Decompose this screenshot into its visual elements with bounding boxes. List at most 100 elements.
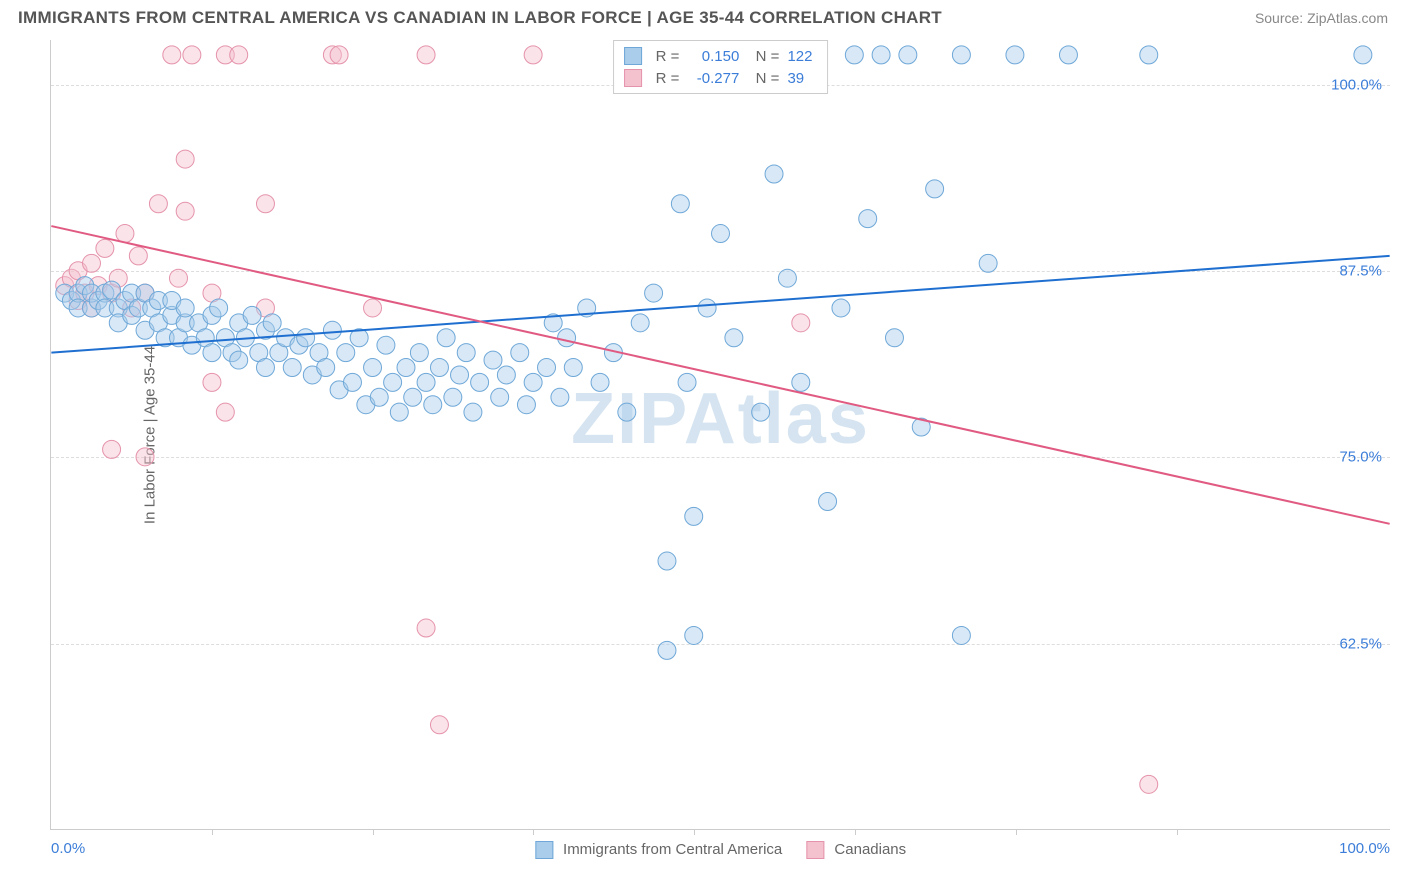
stats-row-series-0: R = 0.150 N = 122 (624, 45, 818, 67)
legend-label: Canadians (834, 841, 906, 858)
data-point (859, 210, 877, 228)
data-point (297, 329, 315, 347)
data-point (792, 314, 810, 332)
data-point (511, 344, 529, 362)
data-point (1140, 46, 1158, 64)
stat-r-value: 0.150 (687, 48, 739, 65)
stat-n-label: N = (747, 70, 779, 87)
data-point (832, 299, 850, 317)
data-point (885, 329, 903, 347)
data-point (203, 373, 221, 391)
data-point (364, 359, 382, 377)
data-point (116, 225, 134, 243)
data-point (364, 299, 382, 317)
data-point (176, 202, 194, 220)
x-tick (694, 829, 695, 835)
data-point (725, 329, 743, 347)
x-axis-min-label: 0.0% (51, 840, 85, 857)
x-tick (373, 829, 374, 835)
data-point (243, 306, 261, 324)
data-point (103, 440, 121, 458)
legend-item-immigrants: Immigrants from Central America (535, 841, 782, 859)
data-point (698, 299, 716, 317)
data-point (497, 366, 515, 384)
data-point (390, 403, 408, 421)
data-point (169, 269, 187, 287)
stats-legend-box: R = 0.150 N = 122 R = -0.277 N = 39 (613, 40, 829, 94)
data-point (176, 150, 194, 168)
data-point (658, 641, 676, 659)
data-point (1006, 46, 1024, 64)
x-tick (533, 829, 534, 835)
data-point (872, 46, 890, 64)
x-tick (855, 829, 856, 835)
legend-swatch-icon (624, 69, 642, 87)
data-point (417, 619, 435, 637)
data-point (444, 388, 462, 406)
data-point (377, 336, 395, 354)
data-point (370, 388, 388, 406)
data-point (678, 373, 696, 391)
data-point (263, 314, 281, 332)
data-point (183, 46, 201, 64)
data-point (551, 388, 569, 406)
data-point (330, 46, 348, 64)
stat-n-value: 39 (787, 70, 817, 87)
legend-swatch-icon (535, 841, 553, 859)
data-point (471, 373, 489, 391)
source-label: Source: ZipAtlas.com (1255, 10, 1388, 26)
data-point (136, 448, 154, 466)
data-point (819, 493, 837, 511)
data-point (517, 396, 535, 414)
data-point (685, 507, 703, 525)
data-point (558, 329, 576, 347)
scatter-plot-svg (51, 40, 1390, 829)
data-point (685, 626, 703, 644)
stat-n-value: 122 (787, 48, 817, 65)
data-point (424, 396, 442, 414)
data-point (404, 388, 422, 406)
data-point (417, 373, 435, 391)
data-point (952, 626, 970, 644)
data-point (631, 314, 649, 332)
data-point (129, 247, 147, 265)
legend-label: Immigrants from Central America (563, 841, 782, 858)
data-point (337, 344, 355, 362)
data-point (645, 284, 663, 302)
data-point (283, 359, 301, 377)
data-point (712, 225, 730, 243)
legend-swatch-icon (806, 841, 824, 859)
x-tick (212, 829, 213, 835)
data-point (484, 351, 502, 369)
data-point (163, 46, 181, 64)
data-point (671, 195, 689, 213)
data-point (317, 359, 335, 377)
data-point (618, 403, 636, 421)
x-tick (1016, 829, 1017, 835)
data-point (410, 344, 428, 362)
data-point (464, 403, 482, 421)
data-point (230, 351, 248, 369)
stat-n-label: N = (747, 48, 779, 65)
data-point (524, 373, 542, 391)
data-point (417, 46, 435, 64)
stats-row-series-1: R = -0.277 N = 39 (624, 67, 818, 89)
data-point (256, 359, 274, 377)
stat-r-label: R = (656, 48, 680, 65)
data-point (591, 373, 609, 391)
data-point (765, 165, 783, 183)
data-point (430, 716, 448, 734)
data-point (752, 403, 770, 421)
data-point (538, 359, 556, 377)
data-point (564, 359, 582, 377)
data-point (343, 373, 361, 391)
data-point (96, 239, 114, 257)
data-point (323, 321, 341, 339)
data-point (778, 269, 796, 287)
data-point (83, 254, 101, 272)
data-point (230, 46, 248, 64)
stat-r-value: -0.277 (687, 70, 739, 87)
data-point (792, 373, 810, 391)
data-point (1140, 775, 1158, 793)
data-point (845, 46, 863, 64)
